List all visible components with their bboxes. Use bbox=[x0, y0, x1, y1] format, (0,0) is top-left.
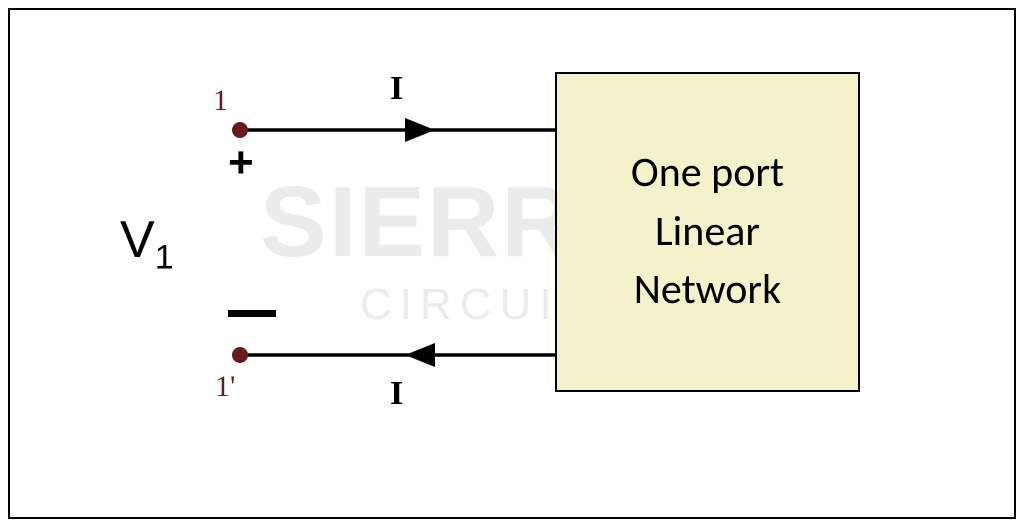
network-label-line3: Network bbox=[634, 264, 781, 315]
voltage-label: V1 bbox=[120, 210, 174, 277]
network-label: One port Linear Network bbox=[631, 144, 784, 320]
current-label-bottom: I bbox=[390, 375, 403, 413]
network-label-line1: One port bbox=[631, 147, 784, 198]
network-box: One port Linear Network bbox=[555, 72, 860, 392]
polarity-plus: + bbox=[228, 138, 254, 188]
current-label-top: I bbox=[390, 70, 403, 108]
terminal-1-label: 1 bbox=[213, 84, 228, 118]
polarity-minus bbox=[228, 310, 276, 317]
voltage-symbol: V bbox=[120, 211, 155, 269]
terminal-1prime-label: 1' bbox=[215, 370, 235, 404]
network-label-line2: Linear bbox=[655, 206, 760, 257]
voltage-subscript: 1 bbox=[155, 238, 174, 276]
